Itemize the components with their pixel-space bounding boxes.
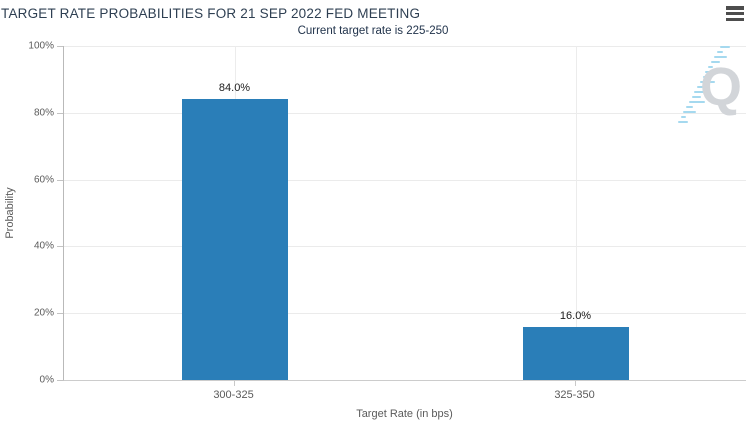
y-tick-mark (57, 380, 63, 381)
y-gridline (64, 246, 746, 248)
menu-bar (726, 17, 744, 21)
y-gridline (64, 46, 746, 47)
y-tick-mark (57, 246, 63, 248)
hamburger-menu-icon[interactable] (726, 5, 746, 22)
plot-area: 84.0% 16.0% (63, 46, 746, 381)
y-tick-label: 60% (33, 174, 54, 186)
y-tick-mark (57, 46, 63, 47)
y-tick-label: 40% (33, 240, 54, 252)
bar-value-label: 16.0% (559, 309, 592, 322)
y-gridline (64, 313, 746, 315)
y-gridline (64, 179, 746, 181)
y-tick-label: 20% (33, 307, 54, 319)
y-tick-mark (57, 179, 63, 181)
menu-bar (726, 6, 744, 10)
x-axis-title: Target Rate (in bps) (356, 408, 453, 420)
menu-bar (726, 11, 744, 16)
x-tick-mark (233, 381, 235, 386)
y-tick-label: 0% (39, 374, 54, 386)
y-axis: 0% 20% 40% 60% 80% 100% (0, 41, 63, 386)
y-tick-label: 80% (33, 107, 54, 119)
x-gridline (575, 46, 577, 380)
chart-bar[interactable] (522, 326, 629, 380)
y-tick-mark (57, 112, 63, 114)
y-tick-label: 100% (28, 40, 54, 52)
x-axis: Target Rate (in bps) 300-325 325-350 (63, 381, 746, 433)
x-tick-label: 325-350 (554, 389, 595, 401)
bar-value-label: 84.0% (218, 82, 251, 95)
x-tick-label: 300-325 (213, 389, 254, 401)
chart-subtitle: Current target rate is 225-250 (297, 25, 449, 37)
chart-bar[interactable] (181, 99, 288, 380)
y-gridline (64, 112, 746, 114)
chart-title: TARGET RATE PROBABILITIES FOR 21 SEP 202… (1, 6, 421, 21)
y-tick-mark (57, 313, 63, 315)
x-tick-mark (574, 381, 576, 386)
